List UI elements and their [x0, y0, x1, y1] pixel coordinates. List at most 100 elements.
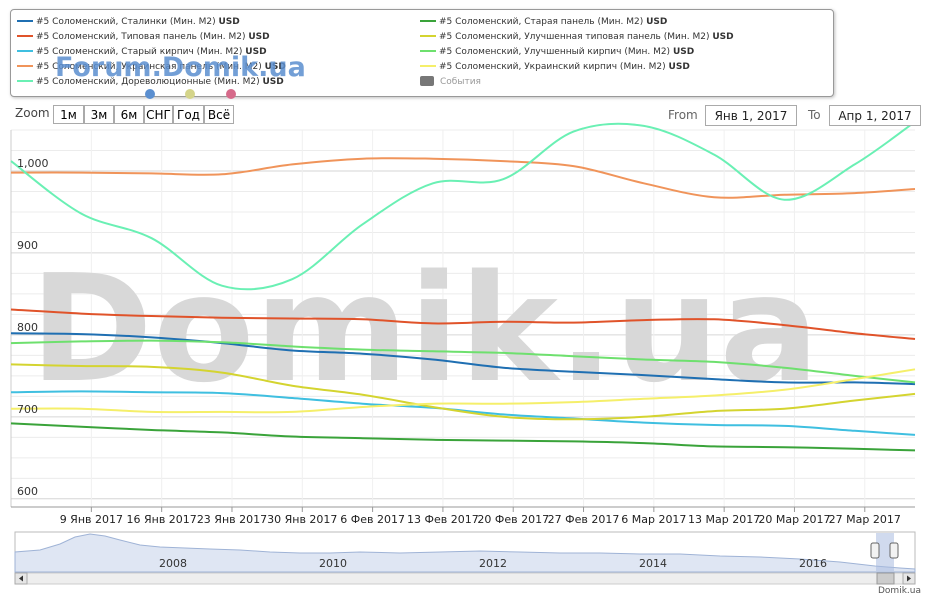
legend-item[interactable]: #5 Соломенский, Сталинки (Мин. М2) USD	[17, 16, 240, 28]
legend-item[interactable]: #5 Соломенский, Улучшенный кирпич (Мин. …	[420, 46, 694, 58]
scrollbar-track[interactable]	[14, 572, 916, 585]
legend-item-unit: USD	[245, 47, 267, 57]
legend-item-unit: USD	[646, 17, 668, 27]
legend-item-label: #5 Соломенский, Старый кирпич (Мин. М2)	[36, 47, 246, 57]
legend-swatch	[17, 19, 33, 22]
gridlines	[10, 129, 915, 507]
legend-dot-pink	[226, 89, 236, 99]
series-line-5[interactable]	[10, 120, 916, 291]
navigator-year-label: 2016	[799, 557, 827, 570]
legend-events-item[interactable]: События	[420, 75, 481, 88]
navigator-labels: 2008 2010 2012 2014 2016	[159, 557, 827, 570]
x-tick-label: 27 Мар 2017	[829, 513, 901, 526]
navigator-year-label: 2014	[639, 557, 667, 570]
series-line-6[interactable]	[10, 422, 916, 452]
y-tick-label: 900	[17, 239, 38, 252]
navigator-area	[14, 533, 916, 573]
zoom-3m-button[interactable]: 3м	[84, 105, 114, 124]
navigator-selection[interactable]	[876, 533, 894, 571]
legend-swatch	[17, 34, 33, 37]
y-axis-ticks: 600 700 800 900 1,000	[17, 157, 49, 498]
events-icon	[420, 75, 434, 86]
legend-item-unit: USD	[264, 62, 286, 72]
legend-swatch	[420, 34, 436, 37]
legend-swatch	[420, 19, 436, 22]
legend: #5 Соломенский, Сталинки (Мин. М2) USD #5…	[10, 9, 834, 97]
legend-swatch	[420, 49, 436, 52]
series-line-1[interactable]	[10, 332, 916, 386]
legend-item[interactable]: #5 Соломенский, Украинский кирпич (Мин. …	[420, 61, 690, 73]
x-tick-label: 13 Фев 2017	[407, 513, 479, 526]
legend-item[interactable]: #5 Соломенский, Типовая панель (Мин. М2)…	[17, 31, 270, 43]
x-tick-label: 13 Мар 2017	[688, 513, 760, 526]
x-tick-label: 27 Фев 2017	[548, 513, 620, 526]
legend-item[interactable]: #5 Соломенский, Старая панель (Мин. М2) …	[420, 16, 667, 28]
zoom-all-button[interactable]: Всё	[204, 105, 234, 124]
navigator-year-label: 2012	[479, 557, 507, 570]
navigator-handle-left[interactable]	[870, 542, 880, 559]
watermark: Domik.ua	[30, 243, 819, 415]
scroll-left-arrow-icon	[19, 575, 23, 582]
legend-item-label: #5 Соломенский, Украинская панель (Мин. …	[36, 62, 265, 72]
x-axis-ticks: 9 Янв 2017 16 Янв 2017 23 Янв 2017 30 Янв 2…	[60, 507, 901, 526]
legend-item-label: #5 Соломенский, Типовая панель (Мин. М2)	[36, 32, 249, 42]
x-tick-label: 23 Янв 2017	[197, 513, 267, 526]
legend-item[interactable]: #5 Соломенский, Украинская панель (Мин. …	[17, 61, 286, 73]
series-line-7[interactable]	[10, 363, 916, 421]
legend-item-unit: USD	[668, 62, 690, 72]
y-tick-label: 600	[17, 485, 38, 498]
series-layer	[10, 120, 916, 452]
x-tick-label: 20 Фев 2017	[477, 513, 549, 526]
legend-swatch	[17, 79, 33, 82]
y-tick-label: 800	[17, 321, 38, 334]
x-tick-label: 6 Фев 2017	[340, 513, 405, 526]
to-label: To	[808, 108, 821, 122]
legend-swatch	[420, 64, 436, 67]
zoom-6m-button[interactable]: 6м	[114, 105, 144, 124]
zoom-1y-button[interactable]: Год	[173, 105, 204, 124]
legend-item-label: #5 Соломенский, Украинский кирпич (Мин. …	[439, 62, 669, 72]
legend-swatch	[17, 64, 33, 67]
credit-link[interactable]: Domik.ua	[878, 586, 921, 596]
navigator-year-label: 2008	[159, 557, 187, 570]
zoom-ytd-button[interactable]: СНГ	[144, 105, 173, 124]
legend-item[interactable]: #5 Соломенский, Улучшенная типовая панел…	[420, 31, 734, 43]
legend-item-label: #5 Соломенский, Улучшенная типовая панел…	[439, 32, 713, 42]
legend-swatch	[17, 49, 33, 52]
legend-dot-blue	[145, 89, 155, 99]
y-tick-label: 1,000	[17, 157, 49, 170]
legend-item-unit: USD	[262, 77, 284, 87]
series-line-8[interactable]	[10, 339, 916, 384]
navigator-handle-right[interactable]	[889, 542, 899, 559]
navigator-year-label: 2010	[319, 557, 347, 570]
to-date-input[interactable]: Апр 1, 2017	[829, 105, 921, 126]
series-line-9[interactable]	[10, 368, 916, 414]
x-tick-label: 16 Янв 2017	[127, 513, 197, 526]
legend-item-label: #5 Соломенский, Дореволюционные (Мин. М2…	[36, 77, 263, 87]
legend-item-label: #5 Соломенский, Старая панель (Мин. М2)	[439, 17, 647, 27]
from-label: From	[668, 108, 698, 122]
zoom-1m-button[interactable]: 1м	[53, 105, 84, 124]
x-tick-label: 30 Янв 2017	[267, 513, 337, 526]
x-tick-label: 6 Мар 2017	[621, 513, 686, 526]
legend-item-unit: USD	[672, 47, 695, 57]
zoom-label: Zoom	[15, 106, 50, 120]
series-line-3[interactable]	[10, 390, 916, 436]
legend-item-label: #5 Соломенский, Сталинки (Мин. М2)	[36, 17, 219, 27]
legend-item[interactable]: #5 Соломенский, Старый кирпич (Мин. М2) …	[17, 46, 267, 58]
forum-logo: Forum.Domik.ua	[55, 52, 306, 83]
scroll-right-arrow-icon	[907, 575, 911, 582]
y-tick-label: 700	[17, 403, 38, 416]
x-tick-label: 9 Янв 2017	[60, 513, 123, 526]
series-line-2[interactable]	[10, 308, 916, 340]
legend-item-unit: USD	[248, 32, 270, 42]
from-date-input[interactable]: Янв 1, 2017	[705, 105, 797, 126]
legend-item-label: #5 Соломенский, Улучшенный кирпич (Мин. …	[439, 47, 673, 57]
legend-item[interactable]: #5 Соломенский, Дореволюционные (Мин. М2…	[17, 76, 284, 88]
scrollbar-thumb[interactable]	[876, 572, 895, 585]
x-tick-label: 20 Мар 2017	[758, 513, 830, 526]
legend-item-unit: USD	[218, 17, 240, 27]
legend-item-unit: USD	[712, 32, 734, 42]
legend-dot-yellow	[185, 89, 195, 99]
